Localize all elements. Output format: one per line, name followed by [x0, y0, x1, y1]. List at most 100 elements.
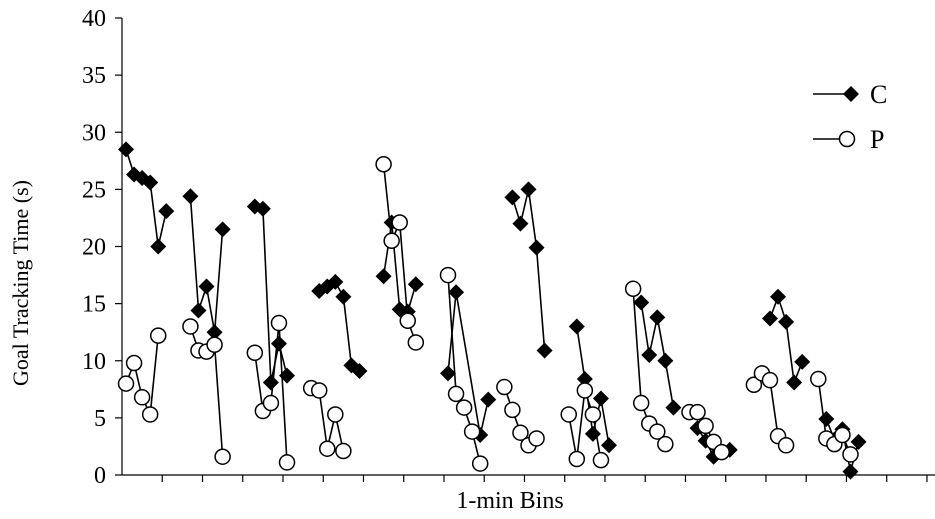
data-point-p	[270, 314, 288, 332]
data-point-p	[278, 454, 296, 471]
data-point-c	[520, 181, 537, 198]
data-point-c	[118, 141, 135, 158]
data-point-c	[335, 288, 352, 305]
data-point-p	[584, 406, 602, 423]
data-point-p	[399, 312, 417, 330]
data-point-p	[512, 424, 529, 441]
data-point-p	[745, 376, 763, 393]
y-tick-labels: 0 5 10 15 20 25 30 35 40	[82, 6, 106, 489]
data-point-p	[592, 451, 610, 469]
data-point-c	[568, 318, 585, 335]
data-point-c	[142, 174, 159, 191]
data-point-p	[624, 280, 642, 298]
data-point-p	[335, 442, 352, 460]
series-line-c	[125, 149, 168, 247]
data-point-c	[262, 374, 279, 391]
data-point-p	[383, 232, 400, 250]
y-tick-label: 5	[94, 406, 106, 432]
data-point-p	[455, 399, 473, 416]
y-tick-label: 25	[82, 177, 106, 203]
data-point-p	[310, 382, 328, 399]
data-point-p	[407, 334, 425, 351]
y-tick-label: 35	[82, 63, 106, 89]
data-point-c	[842, 463, 859, 480]
data-point-c	[536, 342, 553, 359]
legend-item-c: C	[813, 80, 887, 109]
y-tick-label: 40	[82, 6, 106, 32]
data-point-c	[592, 390, 609, 407]
data-point-p	[117, 375, 135, 392]
data-point-p	[463, 423, 481, 440]
data-point-p	[777, 437, 795, 454]
data-point-p	[568, 450, 586, 468]
data-point-c	[279, 367, 296, 384]
data-point-p	[327, 406, 344, 423]
data-point-p	[262, 394, 280, 412]
data-point-c	[351, 363, 368, 380]
y-tick-label: 15	[82, 292, 106, 318]
data-point-p	[447, 385, 465, 403]
data-point-p	[576, 382, 594, 399]
data-point-p	[206, 336, 223, 354]
data-point-p	[842, 446, 859, 463]
data-point-c	[576, 371, 593, 388]
y-tick-label: 10	[82, 349, 106, 375]
data-point-c	[512, 215, 529, 232]
data-point-p	[761, 371, 779, 389]
data-point-p	[649, 423, 666, 440]
data-point-c	[190, 302, 207, 319]
data-point-c	[649, 309, 666, 326]
data-point-c	[504, 189, 521, 206]
data-point-p	[834, 426, 851, 444]
data-point-p	[810, 370, 827, 388]
x-axis-label: 1-min Bins	[456, 488, 563, 514]
data-point-c	[641, 347, 658, 364]
data-point-c	[407, 276, 424, 293]
data-point-c	[657, 352, 674, 369]
plot-area	[117, 141, 867, 480]
data-point-c	[778, 313, 795, 330]
data-point-c	[584, 425, 601, 442]
data-point-c	[633, 294, 650, 311]
y-tick-label: 20	[82, 235, 106, 261]
data-point-p	[182, 318, 199, 335]
data-point-p	[689, 403, 706, 421]
data-point-p	[471, 455, 489, 472]
data-point-p	[319, 440, 336, 457]
data-point-p	[391, 214, 408, 231]
data-point-p	[214, 448, 231, 465]
data-point-c	[600, 437, 617, 454]
data-point-p	[439, 266, 457, 284]
data-point-p	[133, 389, 151, 406]
data-point-p	[246, 344, 264, 362]
data-point-c	[850, 433, 867, 450]
data-point-p	[528, 430, 545, 447]
data-point-c	[206, 324, 223, 341]
data-point-p	[149, 327, 167, 344]
data-point-c	[794, 353, 811, 370]
data-point-p	[632, 394, 650, 412]
data-point-p	[713, 443, 730, 461]
data-point-c	[480, 391, 497, 408]
axes	[115, 17, 935, 482]
data-point-c	[254, 200, 271, 217]
legend-marker-c	[843, 86, 859, 102]
legend-item-p: P	[813, 125, 884, 154]
data-point-c	[528, 239, 545, 256]
data-point-c	[761, 310, 778, 327]
data-point-c	[327, 273, 344, 290]
data-point-c	[440, 365, 457, 382]
legend-label-c: C	[870, 80, 887, 109]
legend: C P	[813, 80, 887, 154]
data-point-p	[125, 354, 143, 372]
y-axis-label: Goal Tracking Time (s)	[8, 180, 33, 386]
data-point-c	[770, 288, 787, 305]
data-point-p	[496, 378, 513, 396]
data-point-p	[697, 417, 714, 435]
legend-label-p: P	[870, 125, 884, 154]
data-point-c	[158, 203, 175, 220]
data-point-c	[150, 238, 167, 255]
data-point-p	[657, 435, 674, 453]
y-tick-label: 0	[94, 463, 106, 489]
